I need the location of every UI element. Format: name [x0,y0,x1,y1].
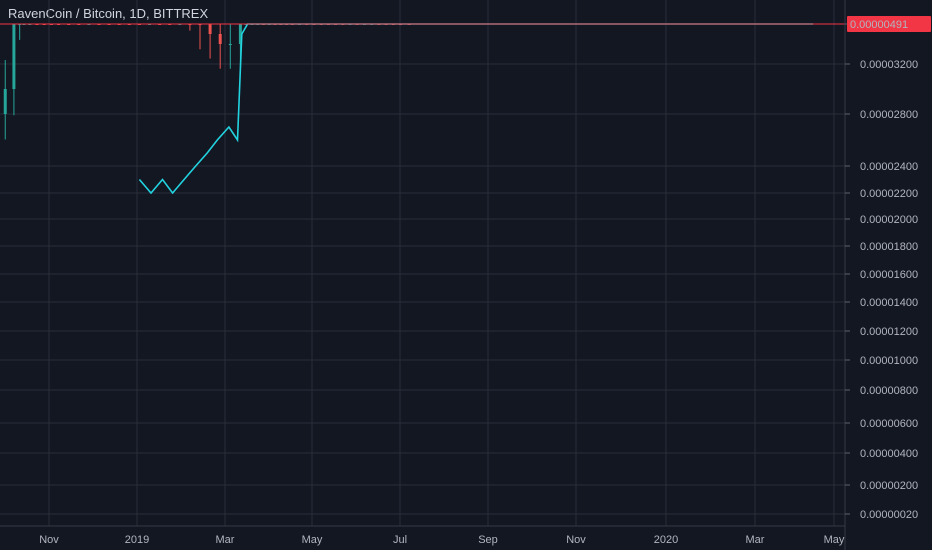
x-tick-label: Mar [216,534,235,546]
y-tick-label: 0.00000800 [860,385,918,397]
overlay-line-series [138,23,814,195]
y-tick-label: 0.00002800 [860,109,918,121]
x-tick-label: Nov [39,534,59,546]
price-axis[interactable]: 0.000036000.000032000.000028000.00002400… [845,19,918,521]
x-tick-label: May [824,534,845,546]
y-tick-label: 0.00001800 [860,241,918,253]
y-tick-label: 0.00002400 [860,161,918,173]
x-tick-label: 2020 [654,534,678,546]
y-tick-label: 0.00001000 [860,355,918,367]
x-tick-label: 2019 [125,534,149,546]
candle-body [238,24,242,44]
candle-body [228,44,232,45]
x-tick-label: Mar [746,534,765,546]
x-tick-label: May [302,534,323,546]
y-tick-label: 0.00003200 [860,59,918,71]
time-axis[interactable]: Nov 2019 Mar May Jul Sep Nov 2020 Mar May [39,534,845,546]
x-tick-label: Sep [478,534,498,546]
y-tick-label: 0.00001400 [860,297,918,309]
y-tick-label: 0.00000200 [860,480,918,492]
chart-title: RavenCoin / Bitcoin, 1D, BITTREX [8,6,209,21]
current-price-tag: 0.00000491 [847,16,931,32]
y-tick-label: 0.00001600 [860,269,918,281]
x-tick-label: Nov [566,534,586,546]
y-tick-label: 0.00002000 [860,214,918,226]
current-price-label: 0.00000491 [850,19,908,31]
y-tick-label: 0.00000600 [860,418,918,430]
y-tick-label: 0.00000020 [860,509,918,521]
y-tick-label: 0.00000400 [860,448,918,460]
grid [0,0,845,526]
candle-body [3,89,7,114]
candle-body [208,24,212,34]
candle-body [218,34,222,44]
candle-body [12,24,16,89]
y-tick-label: 0.00002200 [860,188,918,200]
candlestick-series [3,24,411,140]
y-tick-label: 0.00001200 [860,326,918,338]
x-tick-label: Jul [393,534,407,546]
